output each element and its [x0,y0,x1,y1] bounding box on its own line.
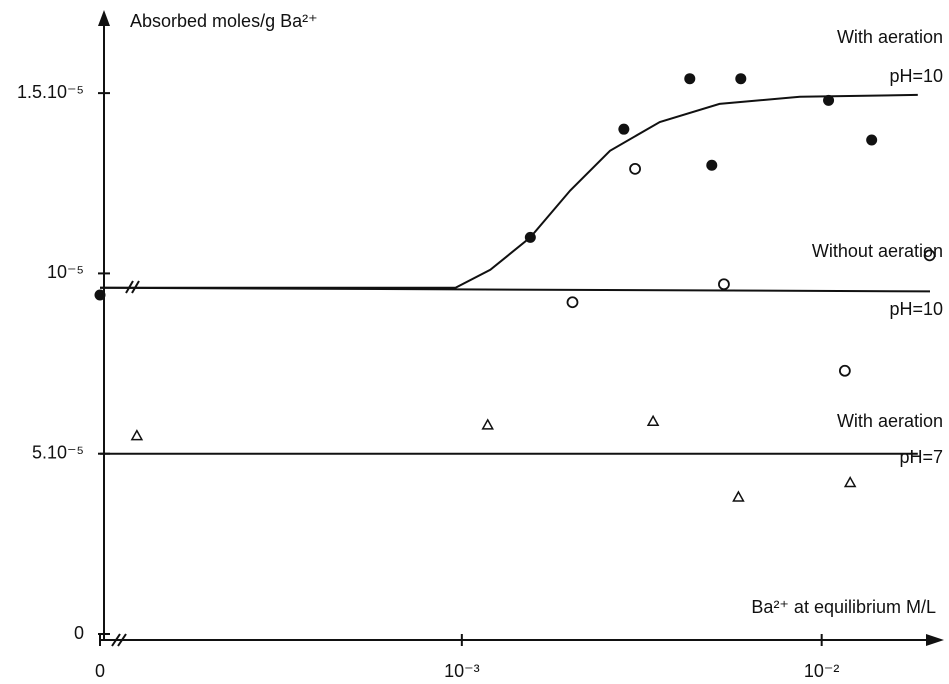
series-label: With aeration [837,411,943,431]
series-label: With aeration [837,27,943,47]
point [735,73,747,85]
point [629,162,641,175]
y-arrow [98,10,110,26]
x-tick-label: 0 [95,661,105,681]
x-arrow [926,634,944,646]
y-axis-title: Absorbed moles/g Ba²⁺ [130,11,318,31]
y-tick-label: 10⁻⁵ [47,262,84,282]
point [718,278,730,291]
y-tick-label: 5.10⁻⁵ [32,442,84,462]
point [481,418,494,430]
point [732,490,745,502]
x-axis-title: Ba²⁺ at equilibrium M/L [751,597,936,617]
series-note: pH=7 [899,447,943,467]
point [838,364,851,377]
x-tick-label: 10⁻³ [444,661,480,681]
axis-break [111,633,127,647]
fit-line [99,286,931,293]
point [618,123,630,135]
series-note: pH=10 [889,66,943,86]
point [823,94,835,106]
point [566,296,579,309]
point [684,73,696,85]
series-note: pH=10 [889,299,943,319]
point [706,159,718,171]
point [866,134,878,146]
point [94,289,106,301]
fit-line [100,93,918,289]
x-tick-label: 10⁻² [804,661,840,681]
point [843,476,857,488]
y-tick-label: 0 [74,623,84,643]
point [646,414,660,427]
point [923,249,936,262]
point [524,231,536,243]
point [130,429,144,441]
y-tick-label: 1.5.10⁻⁵ [17,82,84,102]
series-label: Without aeration [812,241,943,261]
